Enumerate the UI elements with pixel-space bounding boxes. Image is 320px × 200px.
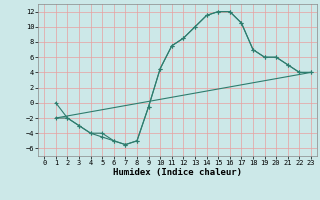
X-axis label: Humidex (Indice chaleur): Humidex (Indice chaleur)	[113, 168, 242, 177]
